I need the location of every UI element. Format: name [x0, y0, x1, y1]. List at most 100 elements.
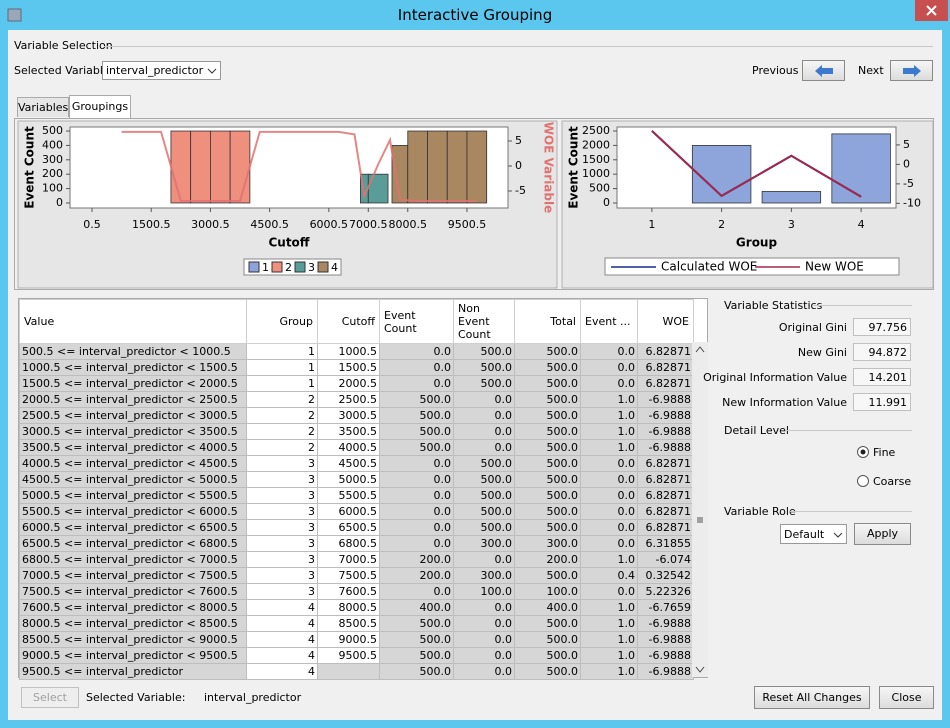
table-row[interactable]: 6500.5 <= interval_predictor < 6800.5368…	[20, 536, 694, 552]
table-cell: 3000.5 <= interval_predictor < 3500.5	[20, 424, 247, 440]
table-row[interactable]: 500.5 <= interval_predictor < 1000.51100…	[20, 344, 694, 360]
stat-label: New Information Value	[722, 396, 847, 409]
table-cell: 0.0	[380, 456, 454, 472]
table-cell: 4	[247, 664, 318, 680]
table-row[interactable]: 4500.5 <= interval_predictor < 5000.5350…	[20, 472, 694, 488]
table-cell: 1	[247, 344, 318, 360]
column-header: Non Event Count	[454, 300, 515, 344]
table-row[interactable]: 5000.5 <= interval_predictor < 5500.5355…	[20, 488, 694, 504]
column-header: Cutoff	[318, 300, 380, 344]
table-cell: 0.0	[380, 472, 454, 488]
table-row[interactable]: 6800.5 <= interval_predictor < 7000.5370…	[20, 552, 694, 568]
apply-button[interactable]: Apply	[854, 523, 911, 545]
y2-tick-label: -5	[903, 177, 914, 190]
column-header: Event Count	[380, 300, 454, 344]
table-cell: 6.82871	[638, 376, 694, 392]
scrollbar[interactable]	[692, 342, 708, 677]
y2-tick-label: 5	[903, 138, 910, 151]
column-header: Event ...	[581, 300, 638, 344]
reset-button[interactable]: Reset All Changes	[754, 686, 870, 709]
x-tick-label: 3	[788, 218, 795, 231]
section-heading: Variable Role	[724, 505, 796, 518]
y2-tick-label: 0	[515, 159, 522, 172]
table-cell: 2	[247, 424, 318, 440]
table-row[interactable]: 7000.5 <= interval_predictor < 7500.5375…	[20, 568, 694, 584]
table-cell: 0.0	[380, 584, 454, 600]
grouping-table: ValueGroupCutoffEvent CountNon Event Cou…	[19, 299, 694, 680]
column-header: Group	[247, 300, 318, 344]
table-row[interactable]: 2000.5 <= interval_predictor < 2500.5225…	[20, 392, 694, 408]
table-row[interactable]: 7500.5 <= interval_predictor < 7600.5376…	[20, 584, 694, 600]
table-cell: 500.0	[515, 440, 581, 456]
table-cell: 1.0	[581, 552, 638, 568]
y2-tick-label: -10	[903, 196, 921, 209]
table-cell: 500.0	[380, 664, 454, 680]
table-cell: 3000.5	[318, 408, 380, 424]
radio[interactable]	[856, 445, 870, 459]
x-tick-label: 4500.5	[250, 218, 289, 231]
bar	[762, 191, 821, 203]
legend-label: 1	[262, 261, 269, 274]
table-cell: 500.0	[515, 648, 581, 664]
table-cell: 3	[247, 568, 318, 584]
table-cell: 5.22326	[638, 584, 694, 600]
table-cell: 9000.5 <= interval_predictor < 9500.5	[20, 648, 247, 664]
table-row[interactable]: 7600.5 <= interval_predictor < 8000.5480…	[20, 600, 694, 616]
table-row[interactable]: 2500.5 <= interval_predictor < 3000.5230…	[20, 408, 694, 424]
table-cell: 500.0	[515, 568, 581, 584]
table-row[interactable]: 8000.5 <= interval_predictor < 8500.5485…	[20, 616, 694, 632]
table-row[interactable]: 8500.5 <= interval_predictor < 9000.5490…	[20, 632, 694, 648]
role-combo[interactable]: Default	[780, 524, 847, 544]
table-cell: 4000.5 <= interval_predictor < 4500.5	[20, 456, 247, 472]
table-cell: 500.0	[515, 376, 581, 392]
table-cell: 6.82871	[638, 360, 694, 376]
table-cell: 500.5 <= interval_predictor < 1000.5	[20, 344, 247, 360]
table-cell: 0.0	[454, 408, 515, 424]
table-cell: 0.4	[581, 568, 638, 584]
table-cell: 0.0	[581, 456, 638, 472]
table-cell: 1500.5 <= interval_predictor < 2000.5	[20, 376, 247, 392]
table-cell: 0.0	[380, 520, 454, 536]
y-tick-label: 1500	[582, 153, 610, 166]
table-cell: 3	[247, 456, 318, 472]
table-row[interactable]: 3500.5 <= interval_predictor < 4000.5240…	[20, 440, 694, 456]
table-cell: 7500.5	[318, 568, 380, 584]
separator	[812, 305, 912, 306]
table-cell: 500.0	[515, 408, 581, 424]
table-cell: 6000.5	[318, 504, 380, 520]
table-cell: 4	[247, 648, 318, 664]
table-row[interactable]: 4000.5 <= interval_predictor < 4500.5345…	[20, 456, 694, 472]
table-row[interactable]: 9500.5 <= interval_predictor4500.00.0500…	[20, 664, 694, 680]
table-cell: -6.074	[638, 552, 694, 568]
table-cell: 500.0	[515, 360, 581, 376]
radio[interactable]	[856, 474, 870, 488]
table-cell: 1	[247, 360, 318, 376]
table-row[interactable]: 3000.5 <= interval_predictor < 3500.5235…	[20, 424, 694, 440]
table-cell: 0.32542	[638, 568, 694, 584]
x-tick-label: 4	[858, 218, 865, 231]
table-row[interactable]: 1000.5 <= interval_predictor < 1500.5115…	[20, 360, 694, 376]
table-cell: 500.0	[454, 456, 515, 472]
table-cell: 200.0	[380, 568, 454, 584]
table-cell: 1500.5	[318, 360, 380, 376]
table-cell: 500.0	[515, 504, 581, 520]
table-cell: 500.0	[515, 472, 581, 488]
table-cell	[318, 664, 380, 680]
table-row[interactable]: 1500.5 <= interval_predictor < 2000.5120…	[20, 376, 694, 392]
table-cell: 1.0	[581, 600, 638, 616]
table-cell: 4500.5	[318, 456, 380, 472]
table-row[interactable]: 6000.5 <= interval_predictor < 6500.5365…	[20, 520, 694, 536]
footer-label: Selected Variable:	[86, 691, 185, 704]
y-tick-label: 0	[56, 196, 63, 209]
table-cell: 2	[247, 392, 318, 408]
table-cell: 1000.5	[318, 344, 380, 360]
stat-value: 11.991	[853, 393, 911, 411]
close-button[interactable]: Close	[879, 686, 934, 709]
table-cell: 500.0	[454, 520, 515, 536]
table-row[interactable]: 5500.5 <= interval_predictor < 6000.5360…	[20, 504, 694, 520]
table-cell: 100.0	[515, 584, 581, 600]
column-header: Value	[20, 300, 247, 344]
table-row[interactable]: 9000.5 <= interval_predictor < 9500.5495…	[20, 648, 694, 664]
bar	[408, 131, 428, 203]
